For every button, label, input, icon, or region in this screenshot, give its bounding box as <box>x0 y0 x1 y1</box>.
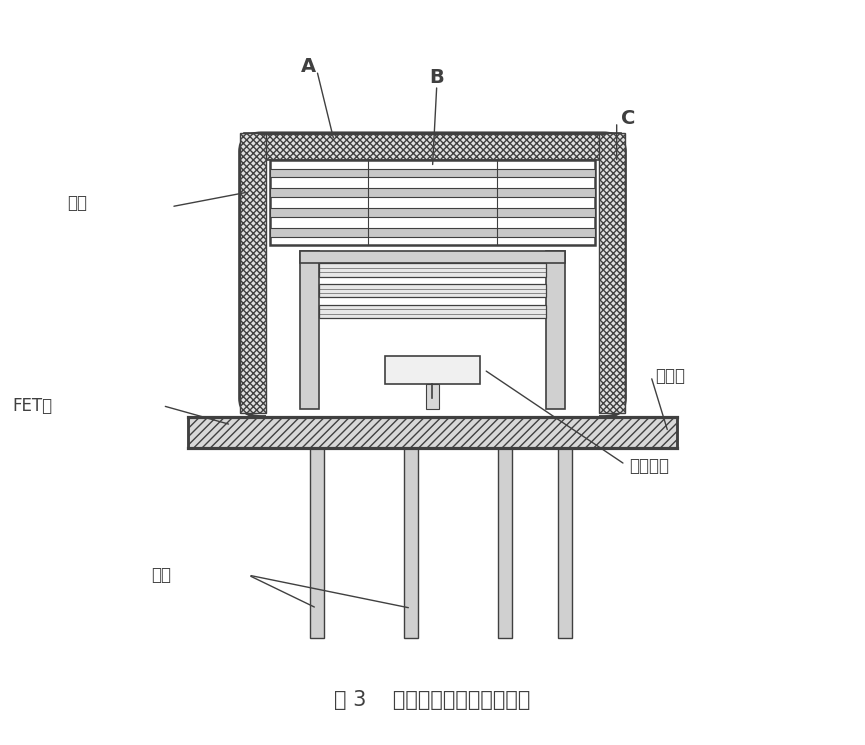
Bar <box>271 228 594 237</box>
Bar <box>266 160 599 416</box>
Bar <box>271 160 594 244</box>
Bar <box>240 133 266 413</box>
Bar <box>300 250 565 264</box>
Bar <box>426 384 439 409</box>
Text: A: A <box>301 57 316 76</box>
Bar <box>244 133 621 160</box>
Text: B: B <box>429 69 444 87</box>
Bar <box>310 448 324 638</box>
FancyBboxPatch shape <box>240 133 625 416</box>
Text: 电路元件: 电路元件 <box>630 457 670 475</box>
Text: 支承环: 支承环 <box>655 367 685 385</box>
Bar <box>386 355 479 384</box>
Bar <box>271 208 594 217</box>
Bar <box>300 250 319 409</box>
Bar <box>599 133 625 413</box>
Text: 图 3    热释电红外传感器结构图: 图 3 热释电红外传感器结构图 <box>334 691 531 710</box>
Bar <box>559 448 572 638</box>
Bar <box>189 416 676 448</box>
Bar <box>498 448 512 638</box>
Text: FET管: FET管 <box>13 396 53 415</box>
Bar <box>319 284 546 297</box>
Text: 引脚: 引脚 <box>151 566 171 584</box>
Bar <box>271 188 594 197</box>
Text: C: C <box>621 109 635 128</box>
Text: 外壳: 外壳 <box>67 194 87 212</box>
Bar <box>319 305 546 318</box>
Bar <box>404 448 418 638</box>
Bar <box>271 168 594 177</box>
Bar <box>546 250 565 409</box>
Bar <box>319 264 546 276</box>
